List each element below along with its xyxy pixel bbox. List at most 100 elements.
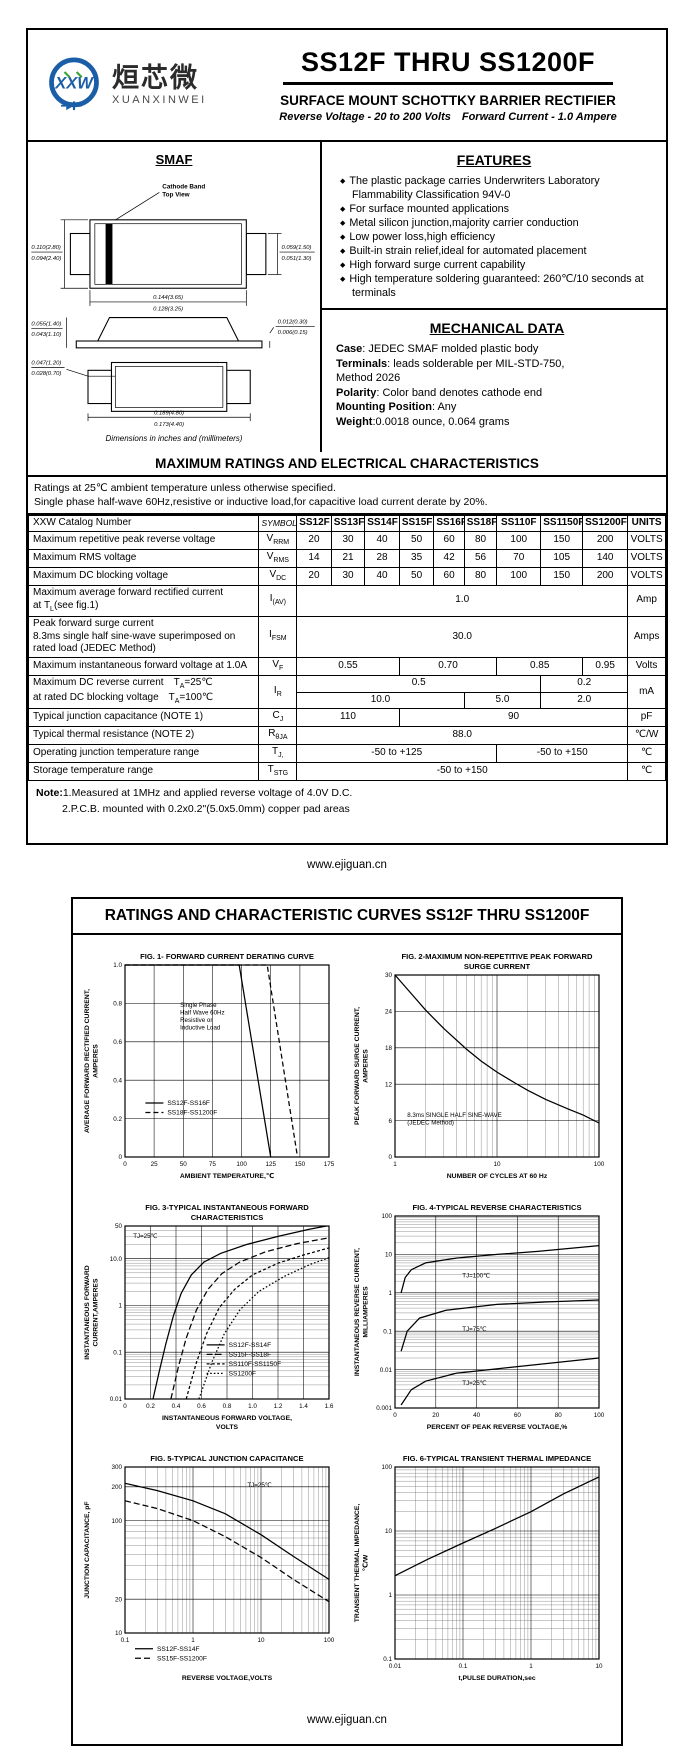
datasheet-page-1: XXW 烜芯微 XUANXINWEI SS12F THRU SS1200F SU… (26, 28, 668, 846)
note-label: Note: (36, 786, 63, 799)
table-cell: TSTG (258, 761, 298, 781)
svg-text:0.006(0.15): 0.006(0.15) (278, 330, 308, 336)
svg-text:175: 175 (324, 1161, 335, 1168)
table-cell: 200 (582, 567, 629, 586)
chart-annotation: Inductive Load (180, 1025, 221, 1032)
svg-text:0.8: 0.8 (113, 1001, 122, 1008)
table-cell: 5.0 (463, 691, 542, 710)
features-title: FEATURES (456, 152, 532, 168)
svg-text:NUMBER OF CYCLES AT 60 Hz: NUMBER OF CYCLES AT 60 Hz (447, 1173, 548, 1180)
doc-tagline: Reverse Voltage - 20 to 200 Volts Forwar… (279, 111, 617, 123)
svg-text:10: 10 (385, 1252, 393, 1259)
svg-text:20: 20 (115, 1597, 123, 1604)
feature-item: ◆ Built-in strain relief,ideal for automa… (340, 245, 587, 258)
svg-text:0.012(0.30): 0.012(0.30) (278, 319, 308, 325)
chart-title: SURGE CURRENT (464, 962, 531, 971)
svg-text:0.6: 0.6 (113, 1039, 122, 1046)
table-cell: Maximum average forward rectified curren… (27, 585, 260, 617)
mechanical-line: Polarity: Color band denotes cathode end (336, 386, 543, 399)
chart-annotation: TJ=25℃ (247, 1482, 271, 1489)
table-row: Maximum DC reverse current TA=25℃ at rate… (27, 675, 666, 709)
table-cell: VRMS (258, 549, 298, 569)
features-list: ◆ The plastic package carries Underwriter… (330, 174, 658, 300)
chart-annotation: Half Wave 60Hz (180, 1010, 224, 1017)
ratings-band-title: MAXIMUM RATINGS AND ELECTRICAL CHARACTER… (28, 452, 666, 477)
feature-item: ◆ Metal silicon junction,majority carrier… (340, 217, 579, 230)
svg-text:AMPERES: AMPERES (363, 1049, 370, 1083)
note-line-2: 2.P.C.B. mounted with 0.2x0.2"(5.0x5.0mm… (62, 802, 350, 815)
svg-text:50: 50 (115, 1224, 123, 1231)
chart-annotation: (JEDEC Method) (407, 1120, 454, 1127)
table-cell: Operating junction temperature range (27, 743, 260, 763)
fig3-chart: FIG. 3-TYPICAL INSTANTANEOUS FORWARD CHAR… (81, 1200, 343, 1437)
table-cell: SS13F (330, 515, 366, 533)
svg-text:0.1: 0.1 (113, 1350, 122, 1357)
svg-text:10: 10 (595, 1663, 603, 1670)
table-cell: Amps (627, 615, 666, 659)
svg-text:10: 10 (493, 1161, 501, 1168)
chart-title: CHARACTERISTICS (191, 1213, 264, 1222)
table-cell: Maximum DC blocking voltage (27, 567, 260, 586)
table-cell: TJ, (258, 743, 298, 763)
svg-text:1.0: 1.0 (248, 1403, 257, 1410)
svg-text:1: 1 (388, 1593, 392, 1600)
svg-text:PEAK FORWARD SURGE CURRENT,: PEAK FORWARD SURGE CURRENT, (354, 1007, 361, 1125)
svg-text:24: 24 (385, 1009, 393, 1016)
arrow-bullet-icon: ◆ (340, 220, 346, 228)
table-cell: 0.70 (398, 657, 498, 677)
table-cell: Storage temperature range (27, 761, 260, 781)
svg-text:10.0: 10.0 (110, 1256, 123, 1263)
svg-text:0: 0 (118, 1155, 122, 1162)
mechanical-title: MECHANICAL DATA (429, 320, 565, 337)
svg-text:0: 0 (123, 1403, 127, 1410)
mechanical-line: Weight:0.0018 ounce, 0.064 grams (336, 415, 510, 428)
arrow-bullet-icon: ◆ (340, 262, 346, 270)
chart-annotation: Single Phase (180, 1003, 217, 1010)
cathode-band (105, 223, 113, 285)
svg-text:0.1: 0.1 (121, 1637, 130, 1644)
table-cell: 50 (398, 531, 435, 551)
svg-text:0.047(1.20): 0.047(1.20) (31, 360, 61, 366)
table-row: Typical thermal resistance (NOTE 2) RθJA 8… (27, 725, 666, 745)
table-cell: 2.0 (540, 691, 629, 710)
svg-text:100: 100 (236, 1161, 247, 1168)
svg-text:25: 25 (151, 1161, 159, 1168)
table-cell: 42 (433, 549, 465, 569)
footer-url-2: www.ejiguan.cn (307, 1714, 387, 1727)
table-cell: VOLTS (627, 549, 666, 569)
brand-name-en: XUANXINWEI (112, 93, 207, 106)
svg-text:t,PULSE DURATION,sec: t,PULSE DURATION,sec (458, 1675, 536, 1682)
table-cell: 70 (496, 549, 542, 569)
table-cell: 0.95 (582, 657, 629, 677)
arrow-bullet-icon: ◆ (340, 178, 346, 185)
svg-text:0.055(1.40): 0.055(1.40) (31, 321, 61, 327)
fig5-chart: FIG. 5-TYPICAL JUNCTION CAPACITANCE 0.1 1 1… (81, 1451, 343, 1688)
ratings-table-body: XXW Catalog NumberSYMBOLSSS12FSS13FSS14F… (27, 515, 666, 781)
svg-text:0: 0 (388, 1155, 392, 1162)
table-cell: 80 (463, 531, 498, 551)
svg-text:MILLIAMPERES: MILLIAMPERES (363, 1286, 370, 1338)
legend-entry: SS12F-SS14F (157, 1646, 200, 1653)
table-cell: IFSM (258, 615, 298, 659)
chart-annotation: 8.3ms SINGLE HALF SINE-WAVE (407, 1112, 502, 1119)
svg-text:INSTANTANEOUS REVERSE CURRENT,: INSTANTANEOUS REVERSE CURRENT, (354, 1248, 361, 1376)
table-cell: 100 (496, 531, 542, 551)
svg-text:10: 10 (257, 1637, 265, 1644)
svg-text:150: 150 (295, 1161, 306, 1168)
svg-text:℃/W: ℃/W (363, 1554, 370, 1571)
table-row: Peak forward surge current 8.3ms single h… (27, 615, 666, 659)
svg-text:0: 0 (393, 1412, 397, 1419)
table-row: XXW Catalog NumberSYMBOLSSS12FSS13FSS14F… (27, 515, 666, 533)
table-row: Operating junction temperature range TJ, -… (27, 743, 666, 763)
fig4-svg: FIG. 4-TYPICAL REVERSE CHARACTERISTICS 0 2… (354, 1203, 605, 1431)
legend-entry: SS15F-SS18F (229, 1352, 272, 1359)
fig1-chart: FIG. 1- FORWARD CURRENT DERATING CURVE 0 2… (81, 949, 343, 1186)
table-cell: Peak forward surge current 8.3ms single h… (27, 615, 260, 659)
table-cell: 90 (398, 708, 629, 727)
mechanical-line: Method 2026 (336, 372, 401, 385)
table-cell: 60 (433, 531, 465, 551)
mechanical-line: Terminals: leads solderable per MIL-STD-… (336, 357, 565, 370)
package-name: SMAF (155, 152, 193, 167)
svg-text:AMBIENT TEMPERATURE,℃: AMBIENT TEMPERATURE,℃ (180, 1173, 274, 1180)
svg-text:1: 1 (118, 1303, 122, 1310)
